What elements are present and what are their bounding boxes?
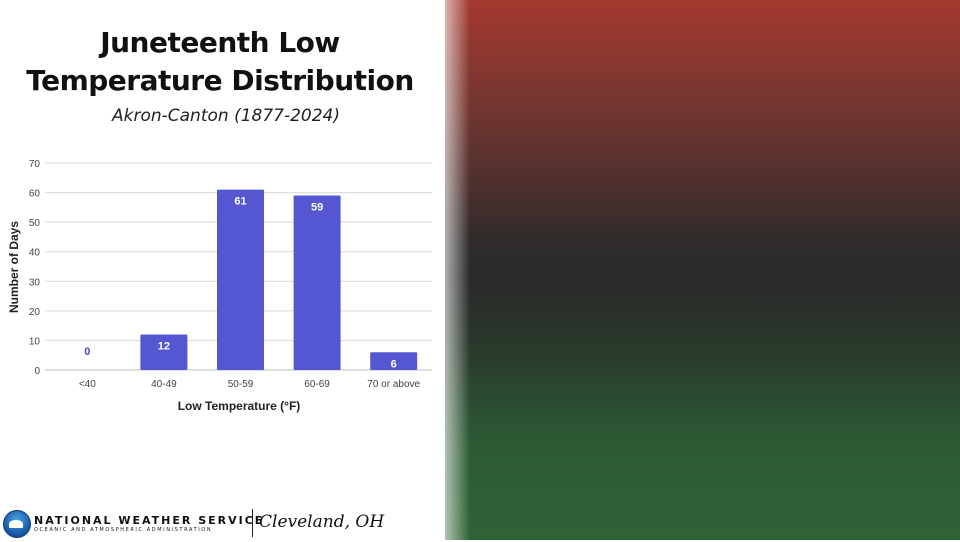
y-axis-ticks: 0 10 20 30 40 50 60 70 xyxy=(29,159,41,377)
noaa-logo-icon xyxy=(3,510,31,538)
y-tick-label: 20 xyxy=(29,307,41,318)
x-tick-label: 60-69 xyxy=(304,379,330,390)
juneteenth-flag-background xyxy=(445,0,960,540)
y-tick-label: 60 xyxy=(29,189,41,200)
x-tick-label: 50-59 xyxy=(228,379,254,390)
bar-value-label: 6 xyxy=(391,358,397,370)
agency-name: NATIONAL WEATHER SERVICE xyxy=(34,514,265,527)
agency-subtitle: OCEANIC AND ATMOSPHERIC ADMINISTRATION xyxy=(34,527,213,533)
chart-subtitle: Akron-Canton (1877-2024) xyxy=(111,106,340,126)
x-tick-label: <40 xyxy=(79,379,96,390)
bar-value-label: 61 xyxy=(234,196,246,208)
bar xyxy=(293,195,341,370)
bar-value-labels: 0 12 61 59 6 xyxy=(84,196,397,371)
footer: NATIONAL WEATHER SERVICE OCEANIC AND ATM… xyxy=(0,506,450,542)
bar-chart: 0 10 20 30 40 50 60 70 0 12 61 59 6 <40 40-49 50-59 60… xyxy=(7,159,432,413)
footer-divider xyxy=(252,509,253,537)
bar xyxy=(217,189,264,370)
y-tick-label: 0 xyxy=(34,366,40,377)
title-line-2: Temperature Distribution xyxy=(26,64,414,97)
y-tick-label: 30 xyxy=(29,277,41,288)
office-name: Cleveland, OH xyxy=(259,512,385,532)
chart-title: Juneteenth Low Temperature Distribution xyxy=(0,24,440,100)
bar xyxy=(140,334,188,370)
x-tick-label: 70 or above xyxy=(367,379,420,390)
bar-value-label: 12 xyxy=(158,341,170,353)
y-tick-label: 70 xyxy=(29,159,41,170)
x-axis-ticks: <40 40-49 50-59 60-69 70 or above xyxy=(79,379,421,390)
y-axis-label: Number of Days xyxy=(7,221,21,313)
flag-fade-edge xyxy=(430,0,470,540)
bars xyxy=(140,189,418,370)
x-axis-label: Low Temperature (°F) xyxy=(178,399,301,413)
y-tick-label: 50 xyxy=(29,218,41,229)
y-tick-label: 10 xyxy=(29,336,41,347)
y-tick-label: 40 xyxy=(29,248,41,259)
x-tick-label: 40-49 xyxy=(151,379,177,390)
bar xyxy=(370,352,418,370)
title-line-1: Juneteenth Low xyxy=(100,26,340,59)
bar-value-label: 0 xyxy=(84,346,90,358)
bar-value-label: 59 xyxy=(311,202,323,214)
